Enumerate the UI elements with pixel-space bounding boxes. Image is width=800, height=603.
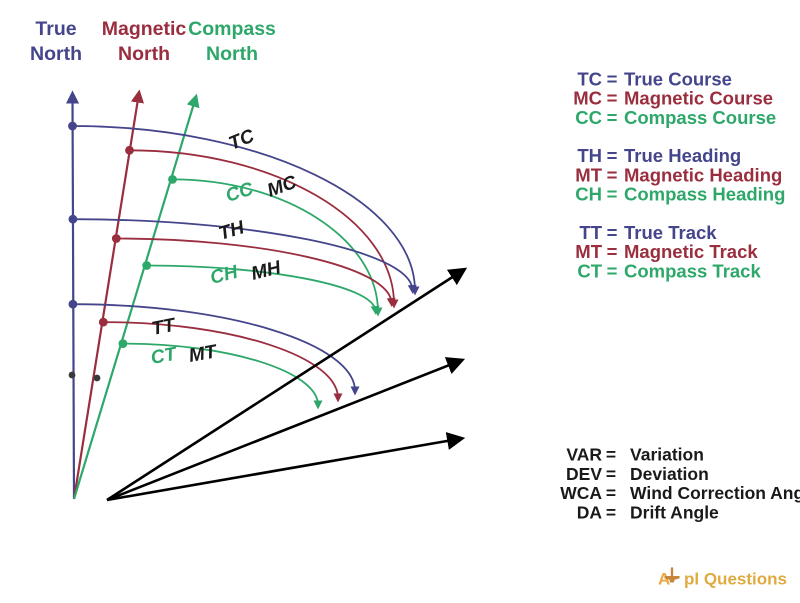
svg-text:=: = — [606, 502, 616, 522]
svg-text:=: = — [607, 260, 618, 281]
svg-text:Magnetic: Magnetic — [102, 18, 187, 40]
svg-text:VAR: VAR — [566, 445, 602, 465]
svg-text:Drift Angle: Drift Angle — [630, 502, 719, 522]
svg-text:WCA: WCA — [560, 483, 602, 503]
svg-text:Wind Correction Angle: Wind Correction Angle — [630, 483, 800, 503]
svg-text:Magnetic Track: Magnetic Track — [624, 241, 758, 262]
svg-text:True: True — [35, 18, 76, 40]
svg-text:DEV: DEV — [566, 464, 602, 484]
svg-text:Compass Course: Compass Course — [624, 107, 776, 128]
svg-text:=: = — [607, 184, 618, 205]
svg-text:CC: CC — [575, 107, 602, 128]
svg-text:North: North — [118, 43, 170, 65]
svg-text:Compass Track: Compass Track — [624, 260, 761, 281]
svg-text:DA: DA — [577, 502, 603, 522]
svg-text:Magnetic Heading: Magnetic Heading — [624, 164, 782, 185]
svg-text:=: = — [606, 483, 616, 503]
svg-text:True Track: True Track — [624, 222, 717, 243]
svg-text:=: = — [606, 464, 616, 484]
svg-text:=: = — [606, 445, 616, 465]
svg-text:MT: MT — [575, 241, 602, 262]
svg-text:TH: TH — [577, 145, 602, 166]
svg-text:True Course: True Course — [624, 68, 732, 89]
svg-text:True Heading: True Heading — [624, 145, 741, 166]
svg-text:North: North — [206, 43, 258, 65]
svg-text:=: = — [607, 145, 618, 166]
svg-text:North: North — [30, 43, 82, 65]
svg-text:=: = — [607, 68, 618, 89]
svg-text:pl Questions: pl Questions — [684, 570, 787, 589]
svg-text:Compass Heading: Compass Heading — [624, 184, 785, 205]
svg-text:MT: MT — [575, 164, 602, 185]
svg-text:TC: TC — [577, 68, 602, 89]
svg-text:=: = — [607, 164, 618, 185]
svg-text:=: = — [607, 88, 618, 109]
svg-text:=: = — [607, 222, 618, 243]
svg-text:TT: TT — [579, 222, 602, 243]
svg-text:Variation: Variation — [630, 445, 704, 465]
svg-text:Magnetic Course: Magnetic Course — [624, 88, 773, 109]
svg-text:MC: MC — [573, 88, 602, 109]
svg-text:CH: CH — [575, 184, 602, 205]
svg-text:=: = — [607, 241, 618, 262]
svg-text:Deviation: Deviation — [630, 464, 709, 484]
svg-text:Compass: Compass — [188, 18, 276, 40]
svg-text:=: = — [607, 107, 618, 128]
svg-text:CT: CT — [577, 260, 602, 281]
